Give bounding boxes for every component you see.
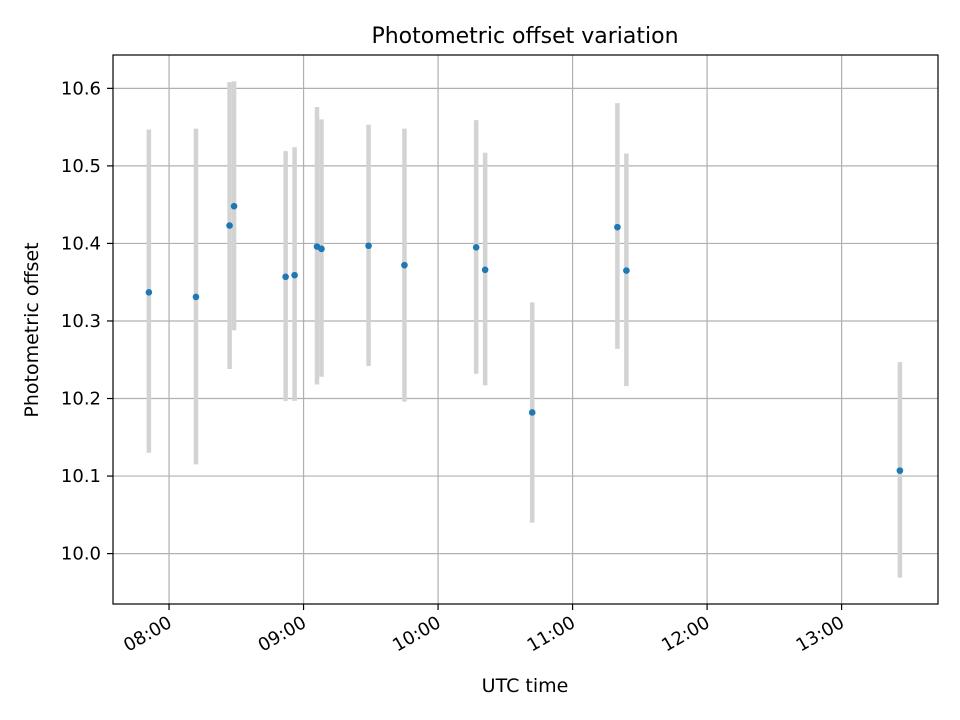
data-point [401, 261, 408, 269]
y-axis-label: Photometric offset [21, 242, 43, 417]
data-point [291, 271, 298, 279]
data-point [614, 223, 621, 231]
data-point [896, 467, 904, 474]
plot-frame [112, 54, 939, 605]
x-tick-label: 08:00 [120, 612, 175, 656]
x-axis-label: UTC time [482, 675, 569, 697]
data-point [472, 244, 480, 251]
data-point [528, 409, 536, 416]
y-tick-label: 10.2 [61, 389, 101, 410]
tick-layer: 08:00 09:00 10:00 11:00 12:00 13:00 10.0 10.1 10… [61, 78, 848, 656]
y-tick-label: 10.0 [61, 544, 101, 565]
x-tick-label: 10:00 [389, 612, 444, 656]
x-tick-label: 09:00 [255, 612, 310, 656]
data-point [230, 202, 238, 210]
data-point [226, 222, 233, 229]
x-tick-label: 11:00 [524, 612, 579, 656]
chart-title: Photometric offset variation [371, 24, 678, 49]
data-point [623, 267, 630, 274]
point-layer [145, 202, 904, 474]
y-tick-label: 10.1 [61, 466, 101, 487]
y-tick-label: 10.3 [61, 311, 101, 332]
data-point [145, 288, 153, 296]
x-tick-label: 12:00 [658, 612, 713, 656]
data-point [365, 242, 372, 250]
y-tick-label: 10.6 [61, 78, 101, 99]
y-tick-label: 10.5 [61, 156, 101, 177]
data-point [318, 245, 325, 253]
errorbar-layer [146, 81, 903, 578]
data-point [282, 273, 289, 281]
data-point [481, 266, 489, 274]
x-tick-label: 13:00 [793, 612, 848, 656]
y-tick-label: 10.4 [61, 233, 101, 254]
data-point [192, 293, 200, 301]
grid-layer [113, 55, 938, 604]
